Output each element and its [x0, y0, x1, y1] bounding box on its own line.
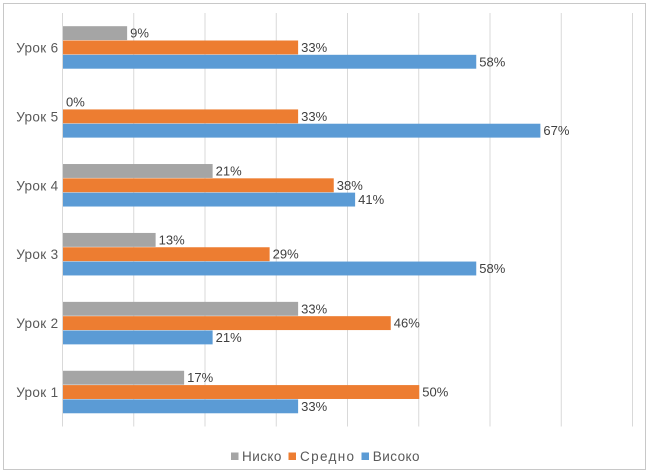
- svg-text:17%: 17%: [187, 370, 213, 385]
- svg-text:Урок 6: Урок 6: [16, 40, 58, 55]
- svg-text:Урок 2: Урок 2: [16, 316, 58, 331]
- svg-text:38%: 38%: [337, 178, 363, 193]
- svg-text:Урок 3: Урок 3: [16, 247, 58, 262]
- svg-text:9%: 9%: [130, 26, 149, 41]
- svg-text:21%: 21%: [216, 163, 242, 178]
- svg-text:Средно: Средно: [300, 449, 355, 464]
- svg-text:58%: 58%: [479, 261, 505, 276]
- svg-text:Урок 1: Урок 1: [16, 385, 58, 400]
- svg-text:0%: 0%: [66, 95, 85, 110]
- svg-text:33%: 33%: [301, 399, 327, 414]
- svg-text:33%: 33%: [301, 301, 327, 316]
- svg-text:Урок 4: Урок 4: [16, 178, 58, 193]
- svg-text:13%: 13%: [159, 232, 185, 247]
- svg-text:67%: 67%: [543, 123, 569, 138]
- svg-text:33%: 33%: [301, 40, 327, 55]
- svg-text:29%: 29%: [273, 247, 299, 262]
- svg-text:50%: 50%: [422, 385, 448, 400]
- svg-text:58%: 58%: [479, 54, 505, 69]
- svg-text:41%: 41%: [358, 192, 384, 207]
- svg-text:Ниско: Ниско: [242, 449, 282, 464]
- svg-text:21%: 21%: [216, 330, 242, 345]
- svg-text:33%: 33%: [301, 109, 327, 124]
- svg-text:Урок 5: Урок 5: [16, 109, 58, 124]
- svg-text:Високо: Високо: [373, 449, 420, 464]
- svg-text:46%: 46%: [394, 316, 420, 331]
